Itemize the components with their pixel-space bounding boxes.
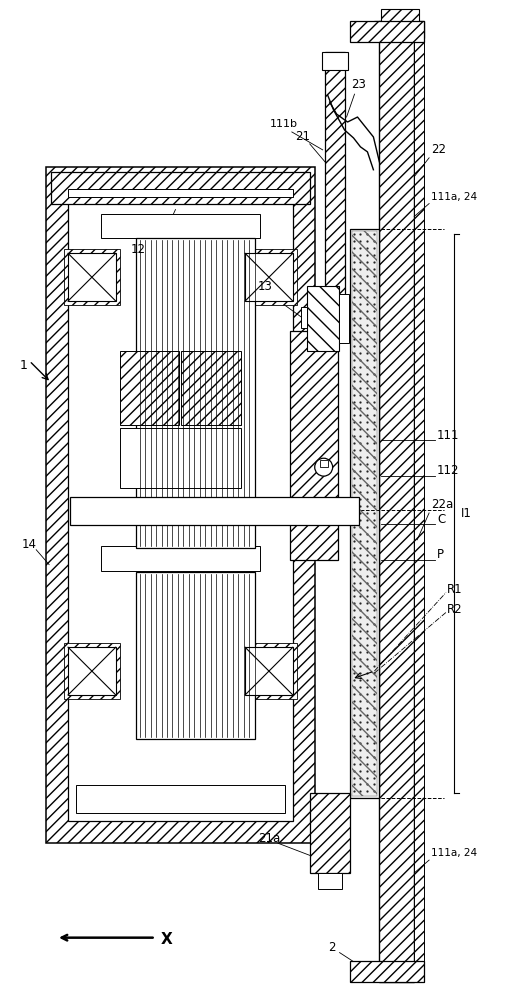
Bar [301,307,307,328]
Bar [68,253,116,301]
Bar [375,21,424,38]
Bar [350,961,424,982]
Bar [70,497,359,525]
Bar [322,52,347,70]
Bar [310,793,350,873]
Bar [68,647,116,695]
Text: C: C [437,513,445,526]
Bar [64,249,120,305]
Text: 1: 1 [19,359,27,372]
Bar [339,294,348,343]
Bar [325,52,345,311]
Text: 111b: 111b [270,119,298,129]
Text: I1: I1 [461,507,472,520]
Bar [352,231,377,796]
Bar [381,9,419,23]
Bar [120,351,179,425]
Bar [245,647,293,695]
Bar [320,460,328,467]
Bar [64,643,120,699]
Bar [120,428,241,488]
Bar [241,643,297,699]
Bar [307,286,339,351]
Bar [379,21,414,982]
Bar [181,351,241,425]
Text: 22: 22 [431,143,446,156]
Text: 12: 12 [131,243,146,256]
Bar [76,785,285,813]
Text: 111a, 24: 111a, 24 [431,192,477,202]
Bar [101,214,260,238]
Text: 2: 2 [328,941,335,954]
Text: 23: 23 [352,78,366,91]
Text: 22a: 22a [431,498,453,511]
Text: 14: 14 [21,538,36,551]
Bar [350,21,424,42]
Bar [101,546,260,571]
Bar [350,229,379,798]
Text: 112: 112 [437,464,460,477]
Text: 13: 13 [258,280,273,293]
Text: R2: R2 [447,603,463,616]
Text: 111a, 24: 111a, 24 [431,848,477,858]
Bar [241,249,297,305]
Bar [245,253,293,301]
Text: X: X [160,932,172,947]
Bar [318,873,342,889]
Text: 21: 21 [295,130,310,143]
Text: P: P [437,548,444,561]
Circle shape [315,458,333,476]
Bar [68,189,293,821]
Bar [68,189,293,197]
Bar [136,572,255,739]
Bar [51,172,310,204]
Text: 111: 111 [437,429,460,442]
Bar [414,21,424,982]
Text: R1: R1 [447,583,463,596]
Bar [290,331,337,560]
Text: 21a: 21a [258,832,280,845]
Bar [46,167,315,843]
Bar [136,238,255,548]
